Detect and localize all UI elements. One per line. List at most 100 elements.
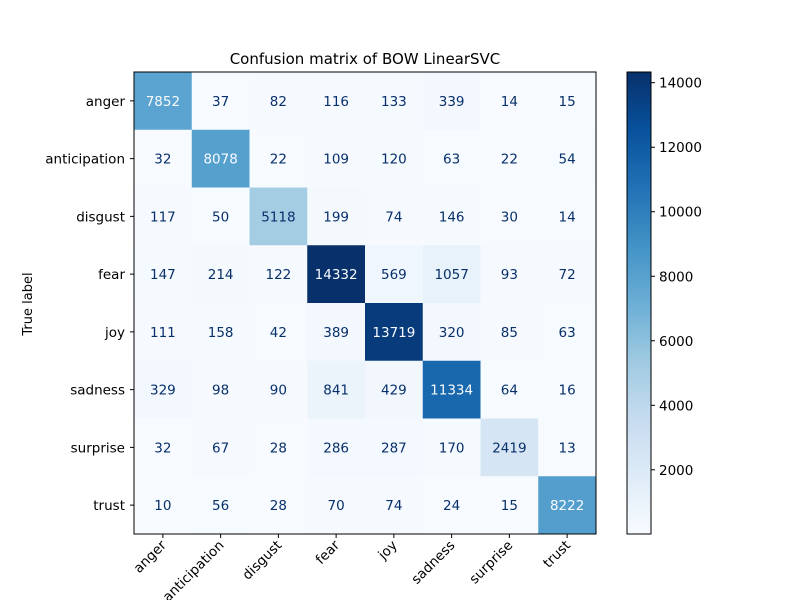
cell-value-label: 82 <box>270 94 287 110</box>
heatmap-cell <box>365 245 424 304</box>
heatmap-cell <box>307 418 366 477</box>
cell-value-label: 287 <box>381 440 407 456</box>
heatmap-cell <box>422 187 481 246</box>
heatmap-cell <box>365 476 424 535</box>
heatmap-cell <box>249 72 308 131</box>
cell-value-label: 14332 <box>315 267 358 283</box>
heatmap-cell <box>538 72 597 131</box>
heatmap-cell <box>191 129 250 188</box>
cell-value-label: 111 <box>150 325 176 341</box>
heatmap-cell <box>480 418 539 477</box>
heatmap-cell <box>307 360 366 419</box>
heatmap-cell <box>422 72 481 131</box>
cell-value-label: 37 <box>212 94 229 110</box>
heatmap-cell <box>134 303 193 362</box>
cell-value-label: 429 <box>381 383 407 399</box>
cell-value-label: 42 <box>270 325 287 341</box>
cell-value-label: 32 <box>154 440 171 456</box>
heatmap-cell <box>538 245 597 304</box>
cell-value-label: 14 <box>501 94 518 110</box>
heatmap-cell <box>538 418 597 477</box>
heatmap-cells <box>134 72 597 535</box>
cell-value-label: 15 <box>501 498 518 514</box>
y-tick-label: joy <box>104 325 125 341</box>
heatmap-cell <box>538 129 597 188</box>
heatmap-cell <box>422 129 481 188</box>
cell-value-label: 329 <box>150 383 176 399</box>
heatmap-cell <box>538 303 597 362</box>
cell-value-label: 10 <box>154 498 171 514</box>
heatmap-cell <box>480 245 539 304</box>
heatmap-cell <box>422 245 481 304</box>
cell-value-label: 56 <box>212 498 229 514</box>
heatmap-cell <box>134 418 193 477</box>
cell-value-label: 22 <box>270 152 287 168</box>
heatmap-cell <box>249 418 308 477</box>
cell-value-label: 74 <box>385 209 402 225</box>
heatmap-cell <box>538 187 597 246</box>
cell-value-label: 64 <box>501 383 518 399</box>
x-tick-label: joy <box>375 538 401 564</box>
cell-value-label: 28 <box>270 440 287 456</box>
heatmap-cell <box>538 360 597 419</box>
heatmap-cell <box>134 187 193 246</box>
heatmap-cell <box>191 476 250 535</box>
heatmap-cell <box>134 72 193 131</box>
cell-value-label: 54 <box>559 152 576 168</box>
y-tick-labels: anger anticipation disgust fear joy sadness su… <box>45 94 134 514</box>
cell-value-label: 109 <box>323 152 349 168</box>
colorbar-tick-label: 6000 <box>659 334 693 350</box>
cell-value-labels: 7852 37 82 116 133 339 14 15 32 8078 22 109 120 63 22 5… <box>146 94 585 514</box>
cell-value-label: 28 <box>270 498 287 514</box>
cell-value-label: 13 <box>559 440 576 456</box>
heatmap-cell <box>249 476 308 535</box>
cell-value-label: 841 <box>323 383 349 399</box>
cell-value-label: 67 <box>212 440 229 456</box>
cell-value-label: 116 <box>323 94 349 110</box>
heatmap-cell <box>480 187 539 246</box>
cell-value-label: 320 <box>439 325 465 341</box>
cell-value-label: 117 <box>150 209 176 225</box>
cell-value-label: 32 <box>154 152 171 168</box>
colorbar-tick-label: 2000 <box>659 463 693 479</box>
heatmap-cell <box>365 418 424 477</box>
heatmap-cell <box>307 129 366 188</box>
heatmap-cell <box>538 476 597 535</box>
x-tick-label: anger <box>131 537 170 576</box>
heatmap-cell <box>307 303 366 362</box>
cell-value-label: 170 <box>439 440 465 456</box>
cell-value-label: 13719 <box>372 325 415 341</box>
heatmap-cell <box>480 129 539 188</box>
cell-value-label: 120 <box>381 152 407 168</box>
cell-value-label: 122 <box>265 267 291 283</box>
cell-value-label: 50 <box>212 209 229 225</box>
y-tick-label: anticipation <box>45 152 125 168</box>
heatmap-cell <box>422 360 481 419</box>
heatmap-cell <box>191 303 250 362</box>
cell-value-label: 214 <box>208 267 234 283</box>
heatmap-cell <box>134 476 193 535</box>
matrix-frame <box>133 71 597 535</box>
heatmap-cell <box>365 303 424 362</box>
cell-value-label: 339 <box>439 94 465 110</box>
cell-value-label: 199 <box>323 209 349 225</box>
cell-value-label: 72 <box>559 267 576 283</box>
colorbar-tick-labels: 2000 4000 6000 8000 10000 12000 14000 <box>651 76 702 479</box>
cell-value-label: 85 <box>501 325 518 341</box>
y-tick-label: sadness <box>70 383 125 399</box>
cell-value-label: 70 <box>328 498 345 514</box>
heatmap-cell <box>422 418 481 477</box>
heatmap-cell <box>480 303 539 362</box>
heatmap-cell <box>134 245 193 304</box>
cell-value-label: 8222 <box>550 498 584 514</box>
heatmap-cell <box>307 187 366 246</box>
cell-value-label: 133 <box>381 94 407 110</box>
cell-value-label: 147 <box>150 267 176 283</box>
cell-value-label: 14 <box>559 209 576 225</box>
heatmap-cell <box>249 360 308 419</box>
heatmap-cell <box>480 72 539 131</box>
heatmap-cell <box>134 360 193 419</box>
heatmap-cell <box>191 245 250 304</box>
